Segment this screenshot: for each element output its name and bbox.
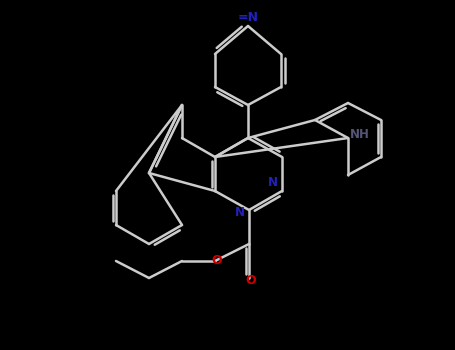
Text: N: N [235, 205, 245, 218]
Text: O: O [212, 254, 222, 267]
Text: O: O [246, 273, 256, 287]
Text: =N: =N [238, 11, 258, 24]
Text: NH: NH [350, 127, 370, 140]
Text: N: N [268, 176, 278, 189]
